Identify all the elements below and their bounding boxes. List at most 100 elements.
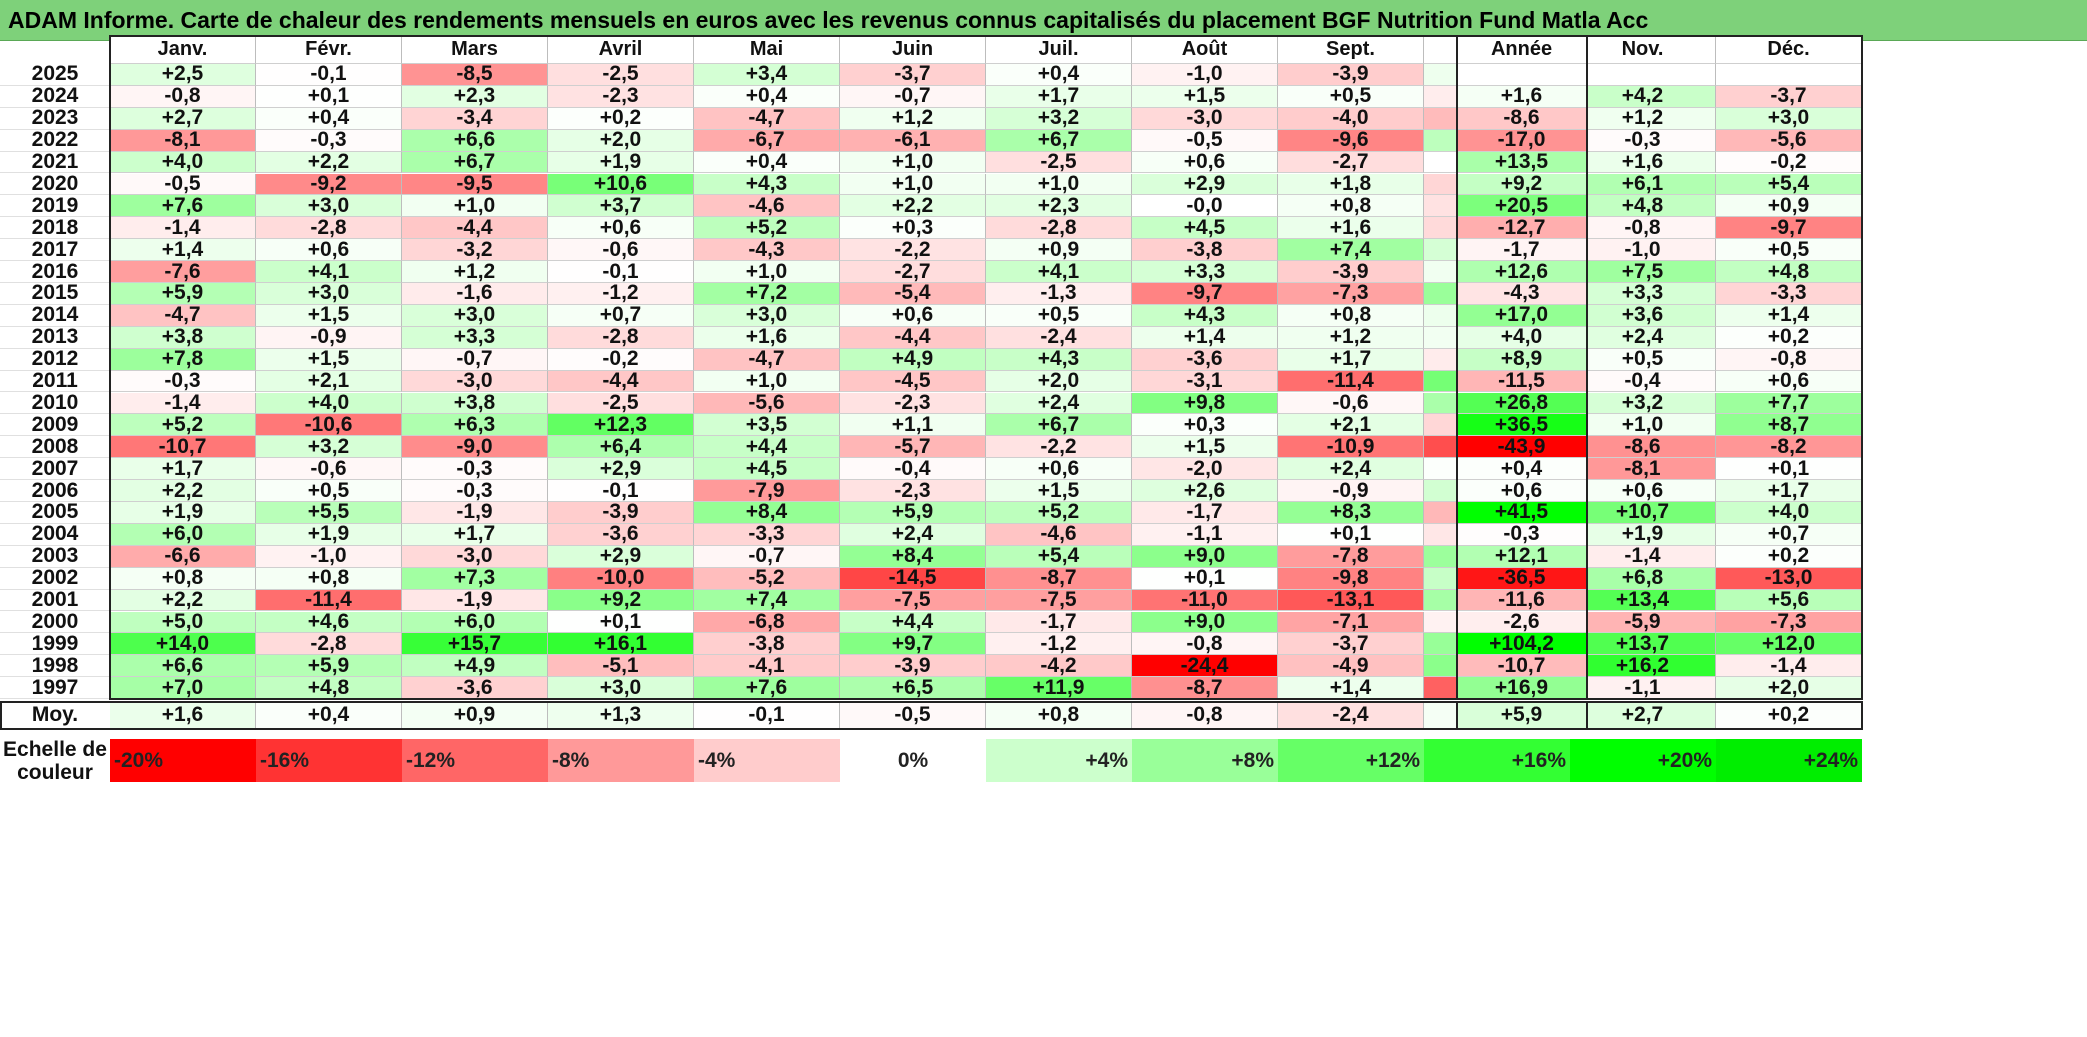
color-scale-swatch: -20%: [110, 739, 256, 783]
year-label: 2008: [0, 435, 110, 459]
heatmap-cell: -4,3: [694, 238, 840, 262]
heatmap-cell: +0,5: [1278, 84, 1424, 108]
year-label: 2013: [0, 325, 110, 349]
heatmap-cell: -10,7: [110, 435, 256, 459]
heatmap-cell: +7,5: [1570, 260, 1716, 283]
annual-cell: -17,0: [1457, 128, 1587, 152]
year-label: 2022: [0, 128, 110, 152]
heatmap-cell: -2,8: [548, 325, 694, 349]
annual-cell: +17,0: [1457, 303, 1587, 327]
heatmap-cell: +3,6: [1570, 303, 1716, 327]
heatmap-cell: -0,4: [1570, 369, 1716, 393]
heatmap-cell: -0,1: [548, 260, 694, 283]
heatmap-cell: +7,0: [110, 676, 256, 700]
heatmap-cell: -0,4: [840, 457, 986, 481]
year-label: 2014: [0, 303, 110, 327]
heatmap-cell: +13,4: [1570, 588, 1716, 612]
heatmap-cell: [1716, 64, 1862, 86]
heatmap-cell: +8,3: [1278, 500, 1424, 524]
heatmap-cell: -3,7: [1716, 84, 1862, 108]
annual-cell: +8,9: [1457, 347, 1587, 371]
heatmap-cell: +5,2: [986, 500, 1132, 524]
annual-cell: -8,6: [1457, 106, 1587, 130]
year-label: 2001: [0, 588, 110, 612]
heatmap-cell: +6,7: [986, 413, 1132, 437]
heatmap-cell: -1,0: [1132, 62, 1278, 86]
heatmap-cell: +3,3: [1570, 281, 1716, 305]
heatmap-cell: -7,3: [1716, 610, 1862, 634]
heatmap-cell: -0,8: [1132, 632, 1278, 656]
heatmap-cell: +0,6: [1716, 369, 1862, 393]
heatmap-cell: -8,2: [1716, 435, 1862, 459]
heatmap-cell: +3,2: [986, 106, 1132, 130]
average-cell: +0,8: [986, 702, 1132, 730]
heatmap-cell: +1,0: [986, 172, 1132, 196]
heatmap-cell: -11,0: [1132, 588, 1278, 612]
average-cell: +1,3: [548, 702, 694, 730]
year-label: 2025: [0, 62, 110, 86]
heatmap-cell: -8,7: [986, 566, 1132, 590]
heatmap-cell: -1,4: [1716, 654, 1862, 678]
heatmap-cell: -3,9: [1278, 62, 1424, 86]
annual-cell: -4,3: [1457, 281, 1587, 305]
heatmap-cell: -1,4: [110, 391, 256, 415]
color-scale-swatch: +20%: [1570, 739, 1716, 783]
year-label: 2019: [0, 194, 110, 218]
heatmap-cell: +0,6: [986, 457, 1132, 481]
heatmap-cell: +4,1: [256, 260, 402, 283]
heatmap-cell: +4,3: [986, 347, 1132, 371]
heatmap-cell: +3,8: [110, 325, 256, 349]
heatmap-cell: -4,0: [1278, 106, 1424, 130]
heatmap-cell: +3,3: [1132, 260, 1278, 283]
heatmap-cell: +10,6: [548, 172, 694, 196]
average-cell: +1,6: [110, 702, 256, 730]
color-scale-swatch: -12%: [402, 739, 548, 783]
heatmap-cell: -10,6: [256, 413, 402, 437]
year-label: 2016: [0, 260, 110, 283]
heatmap-cell: -2,7: [840, 260, 986, 283]
heatmap-cell: +2,2: [256, 150, 402, 174]
color-scale-swatch: +12%: [1278, 739, 1424, 783]
heatmap-cell: -2,3: [840, 479, 986, 502]
heatmap-cell: +5,9: [110, 281, 256, 305]
heatmap-cell: +5,2: [110, 413, 256, 437]
heatmap-cell: -0,5: [1132, 128, 1278, 152]
heatmap-cell: -3,6: [548, 522, 694, 546]
month-header: Mai: [694, 36, 840, 64]
heatmap-cell: +3,0: [1716, 106, 1862, 130]
heatmap-cell: +2,5: [110, 62, 256, 86]
heatmap-cell: +4,9: [840, 347, 986, 371]
heatmap-cell: +12,0: [1716, 632, 1862, 656]
color-scale-swatch: +4%: [986, 739, 1132, 783]
heatmap-cell: -1,0: [256, 544, 402, 568]
annual-cell: +1,6: [1457, 84, 1587, 108]
heatmap-cell: +5,6: [1716, 588, 1862, 612]
year-label: 2005: [0, 500, 110, 524]
heatmap-cell: +1,4: [1716, 303, 1862, 327]
heatmap-cell: -1,2: [986, 632, 1132, 656]
heatmap-cell: +2,0: [986, 369, 1132, 393]
year-label: 2006: [0, 479, 110, 502]
annual-cell: -36,5: [1457, 566, 1587, 590]
annual-cell: +12,6: [1457, 260, 1587, 283]
heatmap-cell: -7,5: [840, 588, 986, 612]
heatmap-cell: -11,4: [1278, 369, 1424, 393]
heatmap-cell: +1,5: [256, 303, 402, 327]
heatmap-cell: -3,4: [402, 106, 548, 130]
heatmap-cell: +3,2: [256, 435, 402, 459]
heatmap-cell: +0,9: [1716, 194, 1862, 218]
annual-cell: +41,5: [1457, 500, 1587, 524]
heatmap-cell: +0,2: [548, 106, 694, 130]
heatmap-cell: +1,0: [694, 369, 840, 393]
heatmap-cell: +4,0: [1716, 500, 1862, 524]
heatmap-cell: +2,9: [1132, 172, 1278, 196]
heatmap-cell: -2,0: [1132, 457, 1278, 481]
heatmap-cell: -3,8: [694, 632, 840, 656]
year-label: 1997: [0, 676, 110, 700]
heatmap-cell: +5,4: [986, 544, 1132, 568]
heatmap-cell: +1,9: [256, 522, 402, 546]
heatmap-cell: +2,4: [986, 391, 1132, 415]
heatmap-cell: -4,6: [986, 522, 1132, 546]
year-label: 2018: [0, 216, 110, 240]
heatmap-cell: -4,5: [840, 369, 986, 393]
